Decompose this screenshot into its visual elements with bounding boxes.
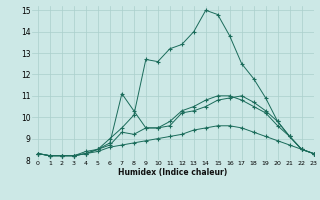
X-axis label: Humidex (Indice chaleur): Humidex (Indice chaleur) (118, 168, 228, 177)
